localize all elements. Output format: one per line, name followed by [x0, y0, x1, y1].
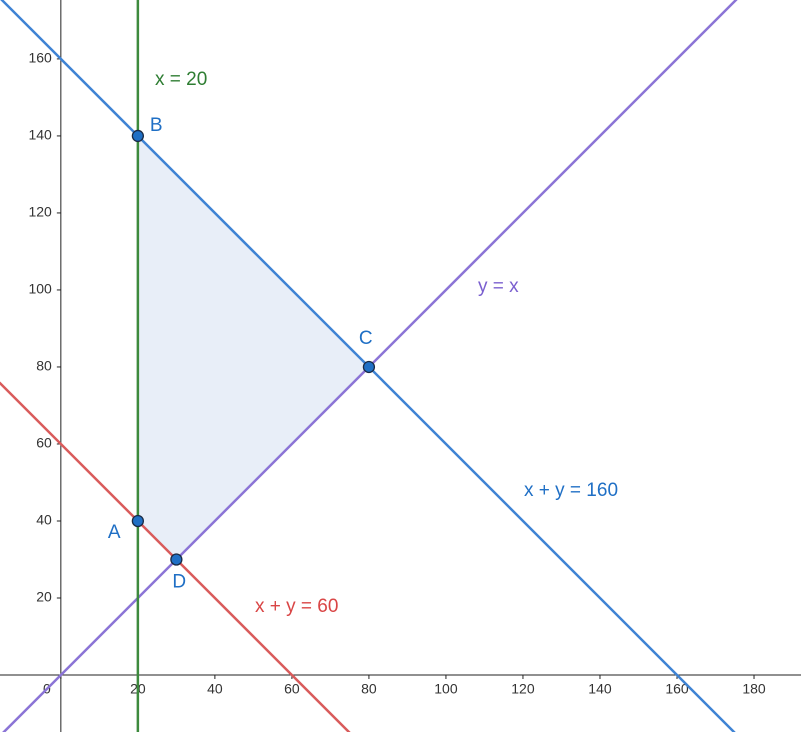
point-label: A	[108, 522, 121, 543]
line-label: x + y = 60	[255, 596, 338, 617]
y-tick-label: 20	[36, 589, 52, 605]
y-tick-label: 160	[28, 50, 52, 66]
point	[362, 360, 376, 374]
y-tick-label: 120	[28, 204, 52, 220]
x-tick-label: 100	[434, 681, 458, 697]
x-tick-label: 120	[511, 681, 535, 697]
x-tick-label: 160	[665, 681, 689, 697]
point	[170, 553, 183, 566]
y-tick-label: 140	[28, 127, 52, 143]
point-label: B	[150, 115, 163, 136]
y-tick-label: 40	[36, 512, 52, 528]
line-label: x = 20	[155, 69, 207, 90]
line-label: x + y = 160	[524, 480, 618, 501]
x-tick-label: 140	[588, 681, 612, 697]
point	[131, 129, 145, 143]
point-label: D	[172, 572, 186, 593]
y-tick-label: 100	[28, 281, 52, 297]
feasible-region	[137, 135, 369, 560]
y-tick-label: 60	[36, 435, 52, 451]
point	[131, 514, 145, 528]
x-tick-label: 180	[742, 681, 766, 697]
point-label: C	[359, 328, 373, 349]
x-tick-label: 60	[284, 681, 300, 697]
x-tick-label: 40	[207, 681, 223, 697]
line-label: y = x	[478, 276, 519, 297]
y-tick-label: 80	[36, 358, 52, 374]
x-tick-label: 80	[361, 681, 377, 697]
